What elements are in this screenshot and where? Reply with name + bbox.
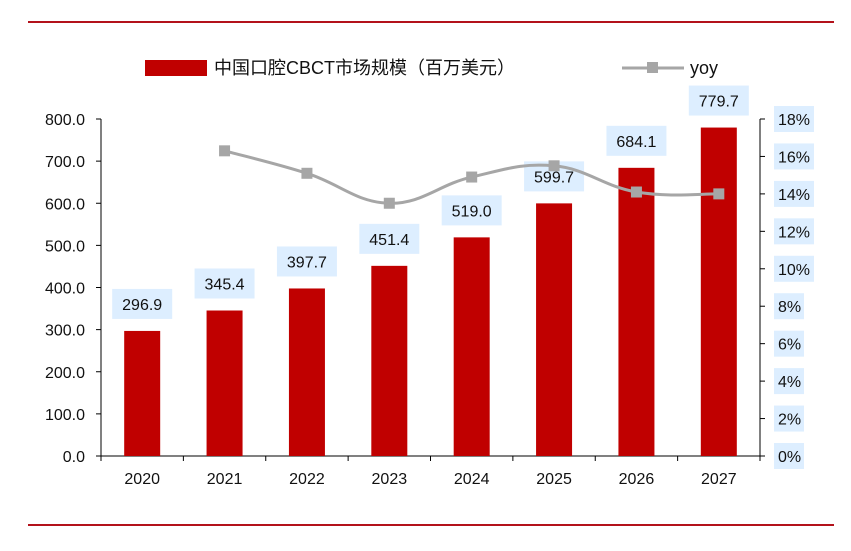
y-right-tick-bg — [774, 443, 804, 469]
y-left-tick-label: 500.0 — [45, 238, 85, 255]
bar — [618, 167, 655, 456]
y-right-tick-label: 18% — [778, 112, 810, 129]
y-right-tick-bg — [774, 143, 814, 170]
y-left-tick-label: 800.0 — [45, 112, 85, 129]
x-tick-label: 2022 — [289, 471, 325, 488]
y-left-tick-label: 600.0 — [45, 196, 85, 213]
legend-line-label: yoy — [690, 58, 718, 78]
bar-value-label: 451.4 — [369, 232, 409, 249]
yoy-point — [219, 145, 231, 157]
bottom-rule — [28, 524, 834, 526]
bar-value-label: 345.4 — [205, 277, 245, 294]
y-left-tick-label: 100.0 — [45, 407, 85, 424]
legend-bar-label: 中国口腔CBCT市场规模（百万美元） — [214, 58, 515, 78]
bar — [453, 237, 490, 456]
y-right-tick-bg — [774, 180, 814, 207]
y-right-tick-bg — [774, 218, 814, 245]
yoy-point — [630, 186, 642, 198]
yoy-point — [466, 171, 478, 183]
bar — [206, 310, 243, 456]
bar-label-bg — [606, 125, 667, 156]
plot-area: 0.0 100.0 200.0 300.0 400.0 500.0 600.0 700.0 80… — [45, 85, 814, 488]
yoy-point — [301, 167, 313, 179]
x-tick-label: 2027 — [701, 471, 737, 488]
top-rule — [28, 21, 834, 23]
bar-value-label: 599.7 — [534, 169, 574, 186]
y-right-tick-label: 4% — [778, 374, 801, 391]
bar-label-bg — [688, 85, 749, 116]
bar-value-label: 397.7 — [287, 254, 327, 271]
y-left-tick-label: 700.0 — [45, 154, 85, 171]
bar — [536, 203, 573, 456]
y-right-tick-label: 2% — [778, 412, 801, 429]
yoy-point — [713, 188, 725, 200]
x-tick-label: 2024 — [454, 471, 490, 488]
y-right-tick-label: 12% — [778, 224, 810, 241]
y-right-tick-bg — [774, 368, 804, 395]
bar — [124, 330, 161, 456]
y-right-tick-label: 16% — [778, 149, 810, 166]
bar-label-bg — [276, 246, 337, 277]
bar-label-bg — [194, 268, 255, 299]
y-right-tick-label: 10% — [778, 262, 810, 279]
x-tick-label: 2021 — [207, 471, 243, 488]
legend: 中国口腔CBCT市场规模（百万美元） yoy — [145, 58, 718, 78]
bar-value-label: 779.7 — [699, 94, 739, 111]
y-right-tick-label: 6% — [778, 337, 801, 354]
y-right-tick-label: 8% — [778, 299, 801, 316]
y-left-tick-label: 0.0 — [63, 449, 85, 466]
y-left-tick-label: 400.0 — [45, 281, 85, 298]
y-left-tick-label: 200.0 — [45, 365, 85, 382]
y-right-tick-bg — [774, 106, 814, 132]
legend-line-marker — [647, 62, 658, 73]
bar-value-label: 519.0 — [452, 203, 492, 220]
yoy-point — [548, 160, 560, 172]
bar-label-bg — [441, 195, 502, 226]
x-tick-label: 2020 — [124, 471, 160, 488]
x-tick-label: 2026 — [619, 471, 655, 488]
y-right-tick-label: 0% — [778, 449, 801, 466]
bar-value-label: 684.1 — [616, 134, 656, 151]
y-right-tick-bg — [774, 255, 814, 282]
legend-bar-swatch — [145, 60, 207, 76]
bar-label-bg — [359, 223, 420, 254]
bar-label-bg — [112, 288, 173, 319]
bar — [700, 127, 737, 456]
y-left-tick-label: 300.0 — [45, 323, 85, 340]
yoy-point — [383, 197, 395, 209]
bar — [371, 265, 408, 456]
bar-value-label: 296.9 — [122, 297, 162, 314]
y-right-tick-label: 14% — [778, 187, 810, 204]
x-tick-label: 2023 — [372, 471, 408, 488]
y-right-tick-bg — [774, 293, 804, 320]
x-tick-label: 2025 — [536, 471, 572, 488]
y-right-tick-bg — [774, 405, 804, 432]
bar — [288, 288, 325, 456]
y-right-tick-bg — [774, 330, 804, 357]
